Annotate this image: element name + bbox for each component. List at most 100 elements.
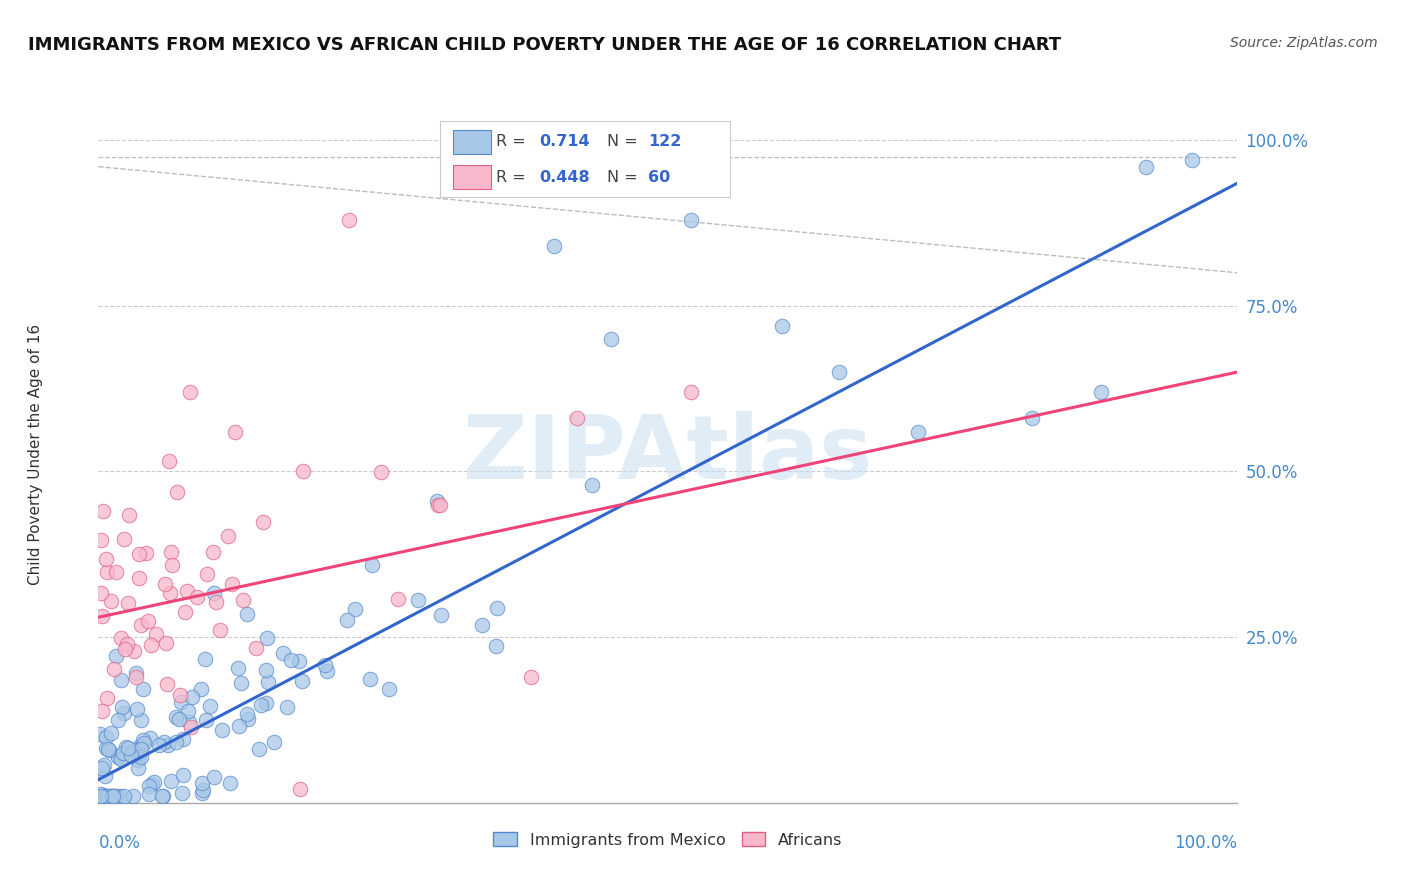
Point bbox=[96, 691, 118, 706]
Point bbox=[103, 662, 125, 676]
Point bbox=[406, 593, 429, 607]
Point bbox=[179, 384, 201, 399]
Point bbox=[180, 720, 202, 734]
Point bbox=[1090, 384, 1112, 399]
Point bbox=[172, 731, 194, 746]
Point bbox=[157, 453, 180, 467]
Point bbox=[186, 591, 208, 605]
Point bbox=[111, 699, 134, 714]
Point bbox=[486, 600, 509, 615]
Point bbox=[169, 695, 191, 709]
Text: R =: R = bbox=[496, 135, 530, 149]
Point bbox=[139, 638, 162, 652]
Point bbox=[129, 713, 152, 727]
Point bbox=[159, 586, 181, 600]
Point bbox=[122, 644, 145, 658]
Point bbox=[378, 681, 401, 696]
Point bbox=[101, 789, 124, 804]
Point bbox=[176, 704, 198, 718]
Point bbox=[194, 652, 217, 666]
Point bbox=[110, 752, 132, 766]
Point bbox=[94, 769, 117, 783]
Point bbox=[176, 583, 198, 598]
Point bbox=[110, 631, 132, 645]
Point bbox=[112, 746, 135, 760]
Point bbox=[128, 571, 150, 585]
Point bbox=[96, 565, 118, 579]
Point bbox=[93, 758, 115, 772]
Text: ZIPAtlas: ZIPAtlas bbox=[463, 411, 873, 499]
FancyBboxPatch shape bbox=[453, 130, 491, 153]
Point bbox=[135, 546, 157, 560]
Point bbox=[134, 736, 156, 750]
Point bbox=[150, 789, 173, 804]
Point bbox=[238, 712, 260, 726]
Text: IMMIGRANTS FROM MEXICO VS AFRICAN CHILD POVERTY UNDER THE AGE OF 16 CORRELATION : IMMIGRANTS FROM MEXICO VS AFRICAN CHILD … bbox=[28, 36, 1062, 54]
Point bbox=[314, 657, 336, 672]
Point bbox=[94, 741, 117, 756]
Point bbox=[359, 672, 381, 686]
Point bbox=[132, 681, 155, 696]
Point bbox=[485, 639, 508, 653]
Point bbox=[191, 775, 214, 789]
Point bbox=[112, 706, 135, 721]
Point bbox=[226, 661, 249, 675]
Point bbox=[118, 508, 141, 523]
Point bbox=[201, 545, 224, 559]
Point bbox=[94, 552, 117, 566]
Point bbox=[120, 748, 142, 763]
Point bbox=[254, 696, 277, 710]
Point bbox=[679, 384, 702, 399]
Point bbox=[429, 498, 451, 512]
Point bbox=[173, 605, 195, 619]
Point bbox=[191, 783, 214, 797]
Point bbox=[291, 673, 314, 688]
Point bbox=[245, 641, 267, 656]
Point bbox=[247, 741, 270, 756]
Point bbox=[131, 617, 153, 632]
Point bbox=[107, 713, 129, 727]
Point bbox=[145, 627, 167, 641]
Point bbox=[100, 594, 122, 608]
Point bbox=[271, 646, 294, 660]
Point bbox=[679, 212, 702, 227]
Point bbox=[426, 493, 449, 508]
Point bbox=[254, 663, 277, 677]
Point bbox=[139, 731, 162, 746]
Point bbox=[107, 748, 129, 763]
Text: 100.0%: 100.0% bbox=[1174, 834, 1237, 852]
Point bbox=[138, 788, 160, 802]
Point bbox=[152, 789, 174, 804]
Point bbox=[337, 212, 360, 227]
Point bbox=[169, 688, 191, 702]
Point bbox=[165, 710, 187, 724]
Point bbox=[131, 742, 153, 756]
Point bbox=[160, 545, 183, 559]
Point bbox=[172, 768, 194, 782]
Point bbox=[170, 786, 193, 800]
Point bbox=[1181, 153, 1204, 167]
Text: 122: 122 bbox=[648, 135, 682, 149]
Point bbox=[360, 558, 382, 572]
Point bbox=[128, 739, 150, 753]
Point bbox=[217, 528, 239, 542]
Point bbox=[90, 533, 112, 547]
Point bbox=[205, 595, 228, 609]
Text: 0.448: 0.448 bbox=[538, 169, 589, 185]
Point bbox=[93, 789, 115, 804]
Point bbox=[125, 666, 148, 681]
Point bbox=[336, 614, 359, 628]
Point bbox=[91, 761, 114, 775]
Point bbox=[90, 704, 112, 718]
Point bbox=[581, 477, 603, 491]
Point bbox=[100, 726, 122, 740]
FancyBboxPatch shape bbox=[453, 166, 491, 189]
Point bbox=[387, 591, 409, 606]
Point bbox=[224, 425, 246, 439]
Point bbox=[600, 332, 623, 346]
Point bbox=[471, 617, 494, 632]
Point bbox=[228, 719, 250, 733]
Point bbox=[229, 675, 252, 690]
Point bbox=[112, 789, 135, 804]
Point bbox=[166, 485, 188, 500]
